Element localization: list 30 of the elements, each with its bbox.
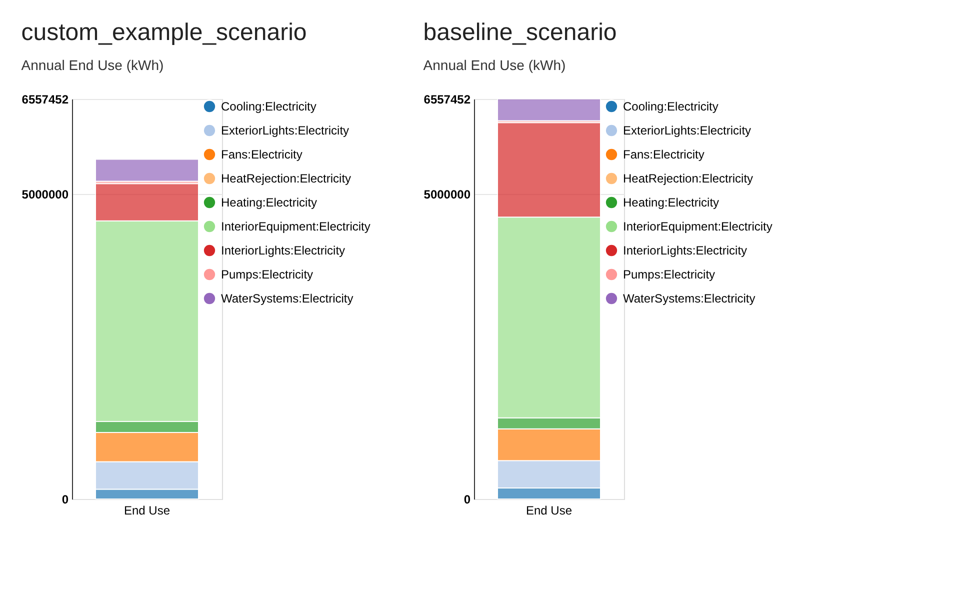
y-tick-label: 5000000 bbox=[424, 188, 471, 202]
legend-label: WaterSystems:Electricity bbox=[623, 292, 756, 306]
legend-label: ExteriorLights:Electricity bbox=[221, 124, 350, 138]
legend-label: HeatRejection:Electricity bbox=[623, 172, 754, 186]
x-tick-label: End Use bbox=[124, 504, 170, 518]
chart-title: baseline_scenario bbox=[423, 19, 617, 46]
legend-label: InteriorEquipment:Electricity bbox=[623, 220, 772, 234]
legend-label: Fans:Electricity bbox=[623, 148, 704, 162]
legend-label: Heating:Electricity bbox=[221, 196, 318, 210]
legend-label: WaterSystems:Electricity bbox=[221, 292, 354, 306]
x-tick-label: End Use bbox=[526, 504, 572, 518]
legend-label: ExteriorLights:Electricity bbox=[623, 124, 752, 138]
legend-label: InteriorLights:Electricity bbox=[221, 244, 346, 258]
legend-label: InteriorLights:Electricity bbox=[623, 244, 748, 258]
legend-label: Fans:Electricity bbox=[221, 148, 302, 162]
y-tick-label: 6557452 bbox=[22, 92, 69, 106]
legend-label: Pumps:Electricity bbox=[623, 268, 716, 282]
legend-label: Cooling:Electricity bbox=[623, 100, 718, 114]
chart-subtitle: Annual End Use (kWh) bbox=[21, 57, 164, 73]
y-tick-label: 0 bbox=[464, 492, 471, 506]
chart-title: custom_example_scenario bbox=[21, 19, 307, 46]
legend-label: Cooling:Electricity bbox=[221, 100, 316, 114]
legend-label: Heating:Electricity bbox=[623, 196, 720, 210]
y-tick-label: 0 bbox=[62, 492, 69, 506]
chart-subtitle: Annual End Use (kWh) bbox=[423, 57, 566, 73]
legend-label: InteriorEquipment:Electricity bbox=[221, 220, 370, 234]
y-tick-label: 5000000 bbox=[22, 188, 69, 202]
y-tick-label: 6557452 bbox=[424, 92, 471, 106]
legend-label: HeatRejection:Electricity bbox=[221, 172, 352, 186]
legend-label: Pumps:Electricity bbox=[221, 268, 314, 282]
